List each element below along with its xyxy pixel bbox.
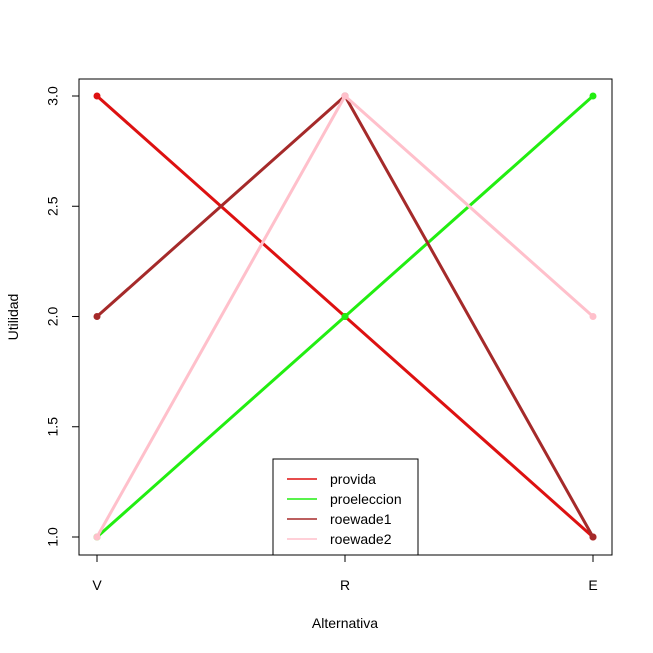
- legend-label-roewade2: roewade2: [330, 531, 392, 547]
- y-tick-label: 1.5: [45, 417, 61, 437]
- data-point-proeleccion: [341, 313, 349, 320]
- x-tick-label: V: [92, 577, 102, 593]
- data-point-roewade1: [93, 313, 101, 320]
- legend: provida proeleccion roewade1 roewade2: [272, 458, 419, 556]
- legend-label-roewade1: roewade1: [330, 511, 392, 527]
- y-tick-label: 2.5: [45, 196, 61, 216]
- data-point-roewade2: [341, 92, 349, 100]
- legend-label-proeleccion: proeleccion: [330, 491, 402, 507]
- x-axis-label: Alternativa: [312, 615, 378, 631]
- data-point-roewade1: [589, 533, 597, 541]
- x-tick-label: E: [588, 577, 597, 593]
- data-point-provida: [93, 92, 101, 100]
- y-tick-label: 3.0: [45, 86, 61, 106]
- legend-label-provida: provida: [330, 471, 376, 487]
- series-layer: [93, 92, 597, 541]
- y-tick-label: 1.0: [45, 527, 61, 547]
- data-point-roewade2: [589, 313, 597, 320]
- x-tick-label: R: [340, 577, 350, 593]
- y-axis-label: Utilidad: [5, 294, 21, 341]
- y-tick-label: 2.0: [45, 307, 61, 327]
- data-point-proeleccion: [589, 92, 597, 100]
- data-point-roewade2: [93, 533, 101, 541]
